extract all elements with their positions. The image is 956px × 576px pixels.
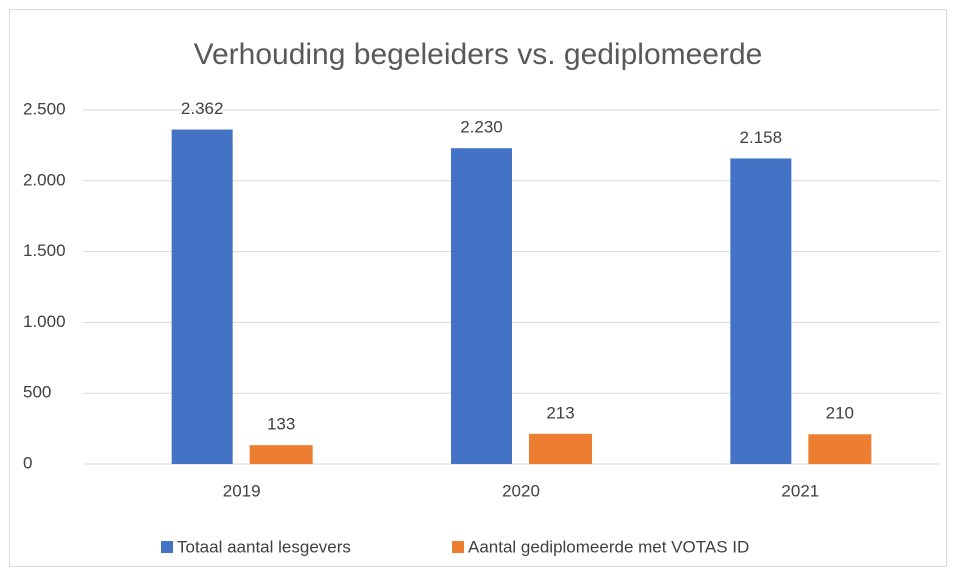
bar <box>171 129 233 464</box>
bar <box>808 434 872 464</box>
legend-label: Totaal aantal lesgevers <box>177 537 351 556</box>
y-tick-label: 2.500 <box>23 99 66 118</box>
data-label: 210 <box>826 404 854 423</box>
data-label: 2.362 <box>181 99 224 118</box>
bar <box>529 433 592 464</box>
y-tick-label: 2.000 <box>23 170 66 189</box>
bar <box>730 158 792 465</box>
legend-swatch <box>452 541 464 553</box>
data-label: 213 <box>546 403 574 422</box>
chart-title: Verhouding begeleiders vs. gediplomeerde <box>194 38 763 71</box>
x-tick-label: 2020 <box>502 481 540 500</box>
y-tick-label: 0 <box>23 453 32 472</box>
bar <box>249 445 313 464</box>
x-tick-label: 2021 <box>781 481 819 500</box>
y-tick-label: 1.000 <box>23 312 66 331</box>
legend-label: Aantal gediplomeerde met VOTAS ID <box>468 537 749 556</box>
x-tick-label: 2019 <box>223 481 261 500</box>
data-label: 2.230 <box>460 118 503 137</box>
legend-swatch <box>161 541 173 553</box>
y-tick-label: 500 <box>23 383 51 402</box>
y-tick-label: 1.500 <box>23 241 66 260</box>
bar <box>451 148 512 464</box>
data-label: 2.158 <box>740 128 783 147</box>
data-label: 133 <box>267 415 295 434</box>
